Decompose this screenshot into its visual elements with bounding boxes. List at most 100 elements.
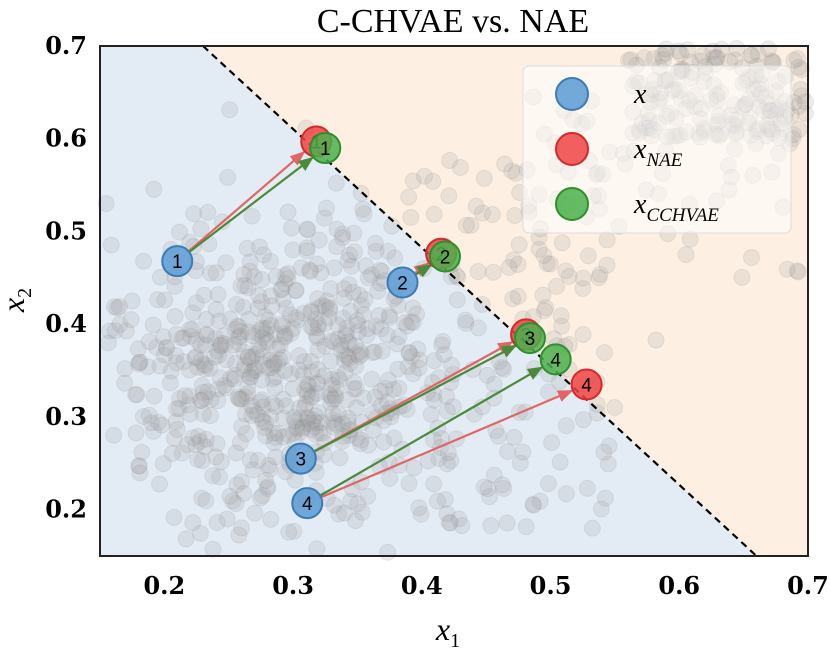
background-point xyxy=(378,326,396,344)
background-point xyxy=(254,412,272,430)
background-point xyxy=(415,167,433,185)
background-point xyxy=(259,333,277,351)
background-point xyxy=(353,503,371,521)
background-point xyxy=(254,329,272,347)
background-point xyxy=(299,375,317,393)
background-point xyxy=(596,489,614,507)
background-point xyxy=(499,442,517,460)
background-point xyxy=(274,428,292,446)
background-point xyxy=(263,359,281,377)
background-point xyxy=(647,331,665,349)
background-point xyxy=(442,452,460,470)
point-nae-4: 4 xyxy=(570,368,603,401)
background-point xyxy=(331,449,349,467)
background-point xyxy=(274,290,292,308)
background-point xyxy=(324,404,342,422)
background-point xyxy=(238,239,256,257)
background-point xyxy=(308,540,326,558)
background-point xyxy=(302,302,320,320)
background-point xyxy=(339,333,357,351)
background-point xyxy=(123,292,141,310)
background-point xyxy=(218,510,236,528)
legend-label-cchvae: xCCHVAE xyxy=(633,189,719,226)
point-x-4-label: 4 xyxy=(302,494,313,515)
background-point xyxy=(553,317,571,335)
y-tick-label: 0.2 xyxy=(45,495,87,524)
background-point xyxy=(256,308,274,326)
background-point xyxy=(254,487,272,505)
background-point xyxy=(362,266,380,284)
background-point xyxy=(140,333,158,351)
background-point xyxy=(483,205,501,223)
background-point xyxy=(467,197,485,215)
background-point xyxy=(534,286,552,304)
background-point xyxy=(194,383,212,401)
background-point xyxy=(264,370,282,388)
background-point xyxy=(289,311,307,329)
background-point xyxy=(592,500,610,518)
background-point xyxy=(257,331,275,349)
background-point xyxy=(330,505,348,523)
background-point xyxy=(474,204,492,222)
background-point xyxy=(277,397,295,415)
background-point xyxy=(291,423,309,441)
background-point xyxy=(307,311,325,329)
background-point xyxy=(341,354,359,372)
background-point xyxy=(215,377,233,395)
background-point xyxy=(231,327,249,345)
background-point xyxy=(198,326,216,344)
background-point xyxy=(355,205,373,223)
background-point xyxy=(351,435,369,453)
background-point xyxy=(246,361,264,379)
background-point xyxy=(181,320,199,338)
background-point xyxy=(298,382,316,400)
x-tick-label: 0.3 xyxy=(272,571,314,600)
background-point xyxy=(187,436,205,454)
background-point xyxy=(298,410,316,428)
legend-box xyxy=(522,65,792,234)
background-point xyxy=(557,417,575,435)
background-point xyxy=(117,322,135,340)
background-point xyxy=(457,216,475,234)
background-point xyxy=(359,436,377,454)
background-point xyxy=(425,391,443,409)
background-point xyxy=(262,510,280,528)
background-point xyxy=(475,478,493,496)
background-point xyxy=(173,444,191,462)
background-point xyxy=(192,220,210,238)
background-point xyxy=(221,310,239,328)
background-point xyxy=(208,342,226,360)
background-point xyxy=(232,277,250,295)
background-point xyxy=(363,370,381,388)
background-point xyxy=(166,308,184,326)
background-point xyxy=(354,306,372,324)
point-nae-4-label: 4 xyxy=(581,375,592,396)
background-point xyxy=(288,420,306,438)
background-point xyxy=(139,358,157,376)
point-x-3: 3 xyxy=(284,442,317,475)
background-point xyxy=(197,336,215,354)
background-point xyxy=(230,335,248,353)
background-point xyxy=(184,304,202,322)
background-point xyxy=(354,200,372,218)
background-point xyxy=(742,46,760,64)
x-axis-label-sub: 1 xyxy=(450,630,460,652)
arrow-cchvae-1 xyxy=(188,156,314,253)
background-point xyxy=(296,398,314,416)
background-point xyxy=(149,413,167,431)
point-cchvae-3: 3 xyxy=(513,322,546,355)
background-point xyxy=(350,347,368,365)
background-point xyxy=(495,480,513,498)
axis-ticks: 0.2 0.3 0.4 0.5 0.6 0.7 0.2 0.3 0.4 0.5 0.6 0.7 xyxy=(45,31,829,600)
background-point xyxy=(272,281,290,299)
background-point xyxy=(366,388,384,406)
background-point xyxy=(229,388,247,406)
background-point xyxy=(328,220,346,238)
background-point xyxy=(284,320,302,338)
background-point xyxy=(531,492,549,510)
background-point xyxy=(266,379,284,397)
background-point xyxy=(578,479,596,497)
background-point xyxy=(228,317,246,335)
background-point xyxy=(342,302,360,320)
